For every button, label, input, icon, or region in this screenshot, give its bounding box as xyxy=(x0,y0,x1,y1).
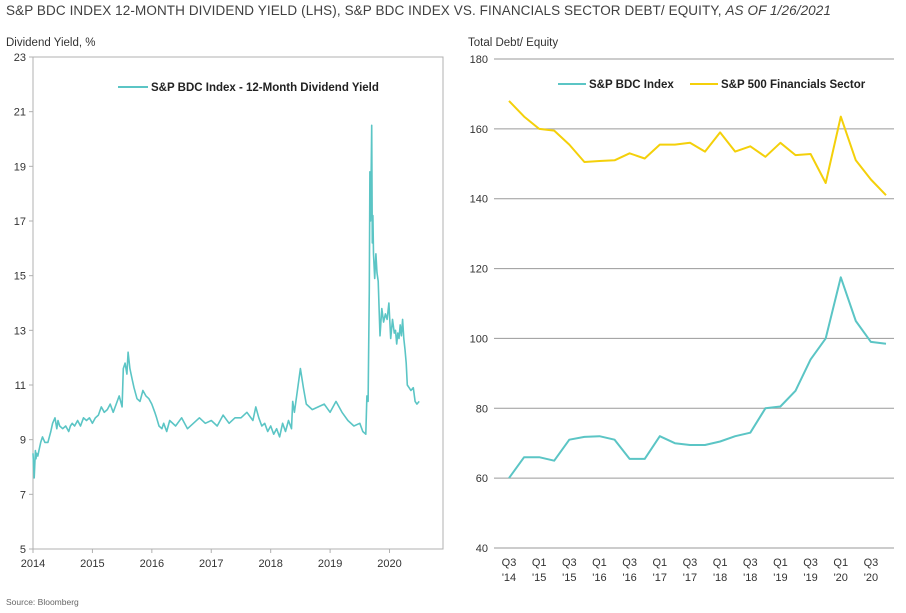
right-x-tick-quarter: Q1 xyxy=(532,557,547,569)
right-x-tick-year: '18 xyxy=(713,572,727,584)
right-x-tick-quarter: Q1 xyxy=(713,557,728,569)
right-y-tick-label: 120 xyxy=(470,264,488,276)
title-as-of: AS OF 1/26/2021 xyxy=(725,3,832,18)
left-y-tick-label: 23 xyxy=(14,52,26,64)
right-x-tick-year: '16 xyxy=(622,572,636,584)
left-y-axis-title: Dividend Yield, % xyxy=(6,37,96,49)
right-x-tick-year: '19 xyxy=(803,572,817,584)
right-x-tick-year: '15 xyxy=(562,572,576,584)
right-x-tick-quarter: Q1 xyxy=(833,557,848,569)
right-y-tick-label: 80 xyxy=(476,403,488,415)
right-x-tick-quarter: Q3 xyxy=(562,557,577,569)
right-x-tick-quarter: Q3 xyxy=(803,557,818,569)
bdc-debt-equity-line xyxy=(508,276,887,479)
right-x-tick-year: '20 xyxy=(864,572,878,584)
chart-title: S&P BDC INDEX 12-MONTH DIVIDEND YIELD (L… xyxy=(6,3,831,18)
right-x-tick-quarter: Q1 xyxy=(652,557,667,569)
left-y-tick-label: 7 xyxy=(20,489,26,501)
left-y-tick-label: 5 xyxy=(20,544,26,556)
right-x-tick-year: '17 xyxy=(683,572,697,584)
left-x-tick-label: 2016 xyxy=(140,558,164,570)
right-x-tick-quarter: Q3 xyxy=(743,557,758,569)
right-x-tick-year: '20 xyxy=(834,572,848,584)
left-x-tick-label: 2020 xyxy=(377,558,401,570)
right-x-tick-year: '19 xyxy=(773,572,787,584)
legend-label-financials: S&P 500 Financials Sector xyxy=(721,79,866,91)
left-chart: Dividend Yield, % 5 7 9 11 13 15 17 19 21 23 2014 20… xyxy=(6,37,444,570)
right-y-axis-title: Total Debt/ Equity xyxy=(468,37,558,49)
title-main: S&P BDC INDEX 12-MONTH DIVIDEND YIELD (L… xyxy=(6,3,722,18)
left-y-tick-label: 9 xyxy=(20,435,26,447)
right-x-tick-quarter: Q3 xyxy=(622,557,637,569)
right-x-tick-year: '15 xyxy=(532,572,546,584)
right-x-tick-year: '14 xyxy=(502,572,516,584)
dividend-yield-line xyxy=(32,124,420,479)
left-plot-frame xyxy=(32,56,444,550)
right-y-tick-label: 40 xyxy=(476,543,488,555)
right-y-tick-label: 140 xyxy=(470,194,488,206)
left-x-tick-label: 2019 xyxy=(318,558,342,570)
right-x-tick-quarter: Q1 xyxy=(592,557,607,569)
right-x-tick-quarter: Q3 xyxy=(683,557,698,569)
source-note: Source: Bloomberg xyxy=(6,597,79,607)
right-x-tick-quarter: Q3 xyxy=(864,557,879,569)
right-y-tick-label: 60 xyxy=(476,473,488,485)
right-chart: Total Debt/ Equity 40 60 80 100 120 140 160 180 Q… xyxy=(468,37,894,584)
right-x-tick-year: '17 xyxy=(653,572,667,584)
left-y-tick-label: 17 xyxy=(14,216,26,228)
left-y-tick-label: 21 xyxy=(14,107,26,119)
right-x-tick-quarter: Q1 xyxy=(773,557,788,569)
right-x-tick-year: '16 xyxy=(592,572,606,584)
legend-label-dividend-yield: S&P BDC Index - 12-Month Dividend Yield xyxy=(151,82,379,94)
left-y-tick-label: 13 xyxy=(14,325,26,337)
legend-label-bdc: S&P BDC Index xyxy=(589,79,674,91)
right-y-tick-label: 100 xyxy=(470,333,488,345)
left-x-tick-label: 2014 xyxy=(21,558,45,570)
left-y-tick-label: 19 xyxy=(14,161,26,173)
right-x-tick-quarter: Q3 xyxy=(502,557,517,569)
left-y-tick-label: 11 xyxy=(15,380,26,392)
left-x-tick-label: 2018 xyxy=(258,558,282,570)
left-x-tick-label: 2015 xyxy=(80,558,104,570)
right-y-tick-label: 180 xyxy=(470,54,488,66)
left-y-tick-label: 15 xyxy=(14,271,26,283)
right-x-tick-year: '18 xyxy=(743,572,757,584)
left-x-tick-label: 2017 xyxy=(199,558,223,570)
right-y-tick-label: 160 xyxy=(470,124,488,136)
financials-debt-equity-line xyxy=(508,100,887,196)
